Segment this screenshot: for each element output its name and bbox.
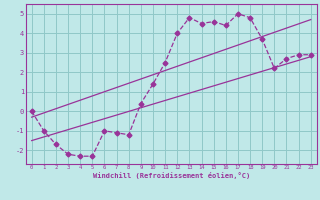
X-axis label: Windchill (Refroidissement éolien,°C): Windchill (Refroidissement éolien,°C) (92, 172, 250, 179)
